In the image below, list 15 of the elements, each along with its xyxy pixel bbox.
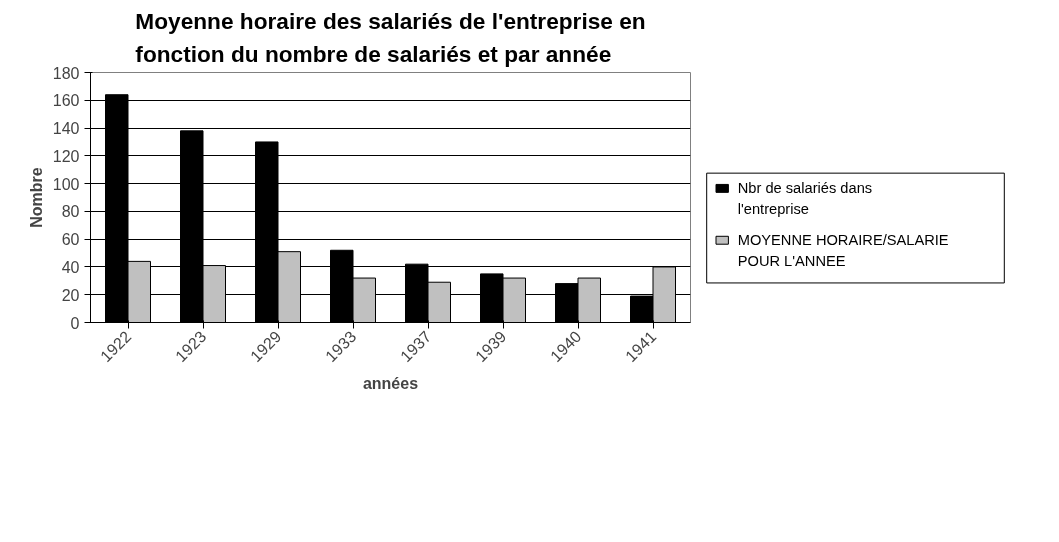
legend-label: Nbr de salariés dans l'entreprise: [737, 180, 873, 218]
y-tick-label: 80: [61, 203, 80, 221]
y-tick-label: 0: [70, 314, 80, 332]
chart-title: Moyenne horaire des salariés de l'entreprise en fonction du nombre de salariés et par année: [135, 7, 646, 68]
y-tick-label: 100: [52, 175, 80, 193]
y-tick-label: 120: [52, 147, 80, 165]
y-tick-label: 140: [52, 120, 80, 138]
y-tick-label: 180: [52, 64, 80, 82]
x-axis-title: années: [362, 375, 419, 393]
y-tick-label: 160: [52, 92, 80, 110]
y-axis-title: Nombre: [27, 167, 45, 228]
y-tick-label: 20: [61, 286, 80, 304]
y-tick-label: 40: [61, 258, 80, 276]
legend-label: MOYENNE HORAIRE/SALARIE POUR L'ANNEE: [737, 232, 949, 270]
y-tick-label: 60: [61, 231, 80, 249]
